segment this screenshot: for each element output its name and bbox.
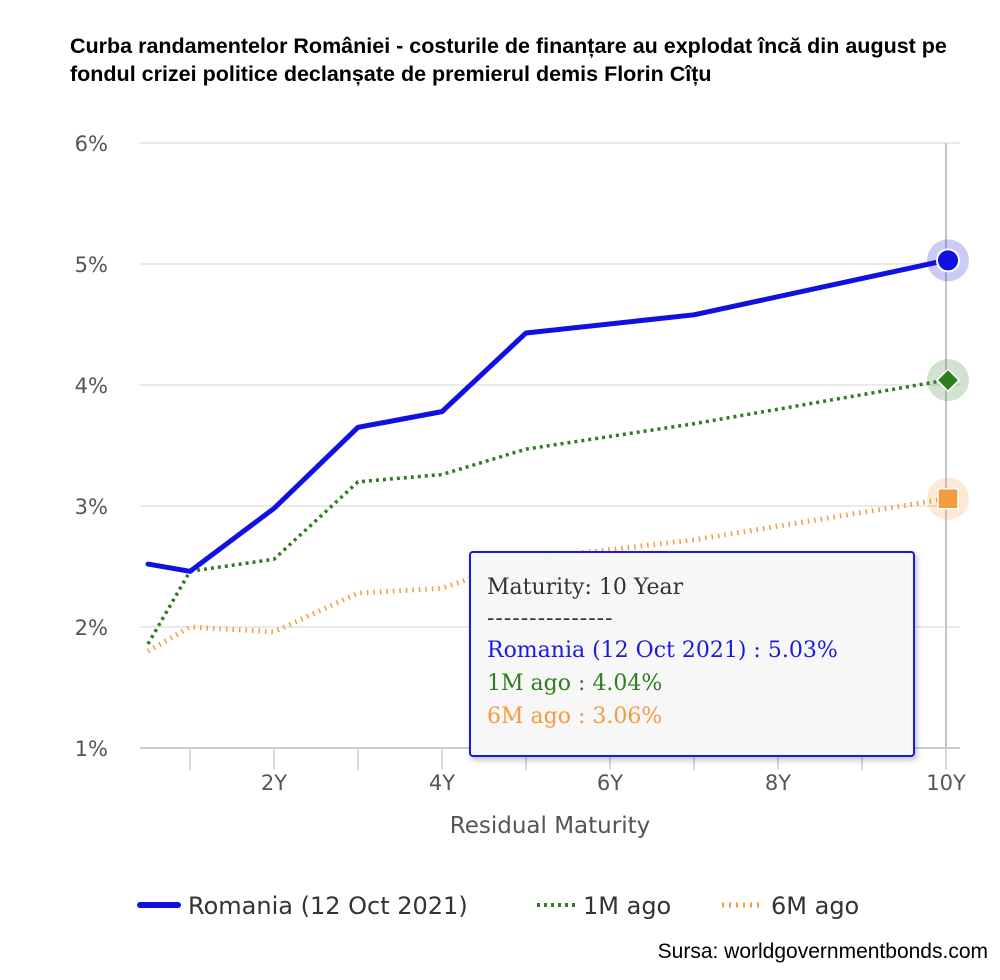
yield-curve-chart: 1% 2% 3% 4% 5% 6% 2Y 4Y 6Y 8Y 10Y Residual Maturi… xyxy=(75,132,969,920)
tooltip-6m-ago: 6M ago : 3.06% xyxy=(487,704,663,729)
chart-title: Curba randamentelor României - costurile… xyxy=(70,34,947,86)
tooltip-romania: Romania (12 Oct 2021) : 5.03% xyxy=(487,638,838,663)
y-tick-label: 1% xyxy=(75,737,108,761)
tooltip-1m-ago: 1M ago : 4.04% xyxy=(487,671,663,696)
legend-label-romania: Romania (12 Oct 2021) xyxy=(188,892,468,920)
tooltip-separator: --------------- xyxy=(487,606,614,631)
y-tick-label: 2% xyxy=(75,616,108,640)
marker-1m-ago-10y xyxy=(935,368,961,393)
tooltip-header: Maturity: 10 Year xyxy=(487,575,684,600)
hover-markers xyxy=(927,239,969,520)
y-axis-ticks: 1% 2% 3% 4% 5% 6% xyxy=(75,132,108,761)
series-lines xyxy=(145,257,949,654)
legend: Romania (12 Oct 2021) 1M ago 6M ago xyxy=(137,892,859,920)
marker-6m-ago-10y xyxy=(937,487,959,510)
series-line-romania xyxy=(145,257,949,574)
source-note: Sursa: worldgovernmentbonds.com xyxy=(657,940,988,963)
x-tick-label: 4Y xyxy=(429,771,455,795)
y-tick-label: 6% xyxy=(75,132,108,156)
series-line-6m-ago xyxy=(146,496,947,654)
marker-romania-10y xyxy=(936,248,960,273)
x-tick-label: 2Y xyxy=(261,771,287,795)
y-tick-label: 4% xyxy=(75,374,108,398)
x-axis-title: Residual Maturity xyxy=(450,813,650,839)
y-tick-label: 3% xyxy=(75,495,108,519)
x-tick-label: 8Y xyxy=(765,771,791,795)
y-tick-label: 5% xyxy=(75,253,108,277)
legend-label-1m-ago: 1M ago xyxy=(583,892,671,920)
x-axis: 2Y 4Y 6Y 8Y 10Y xyxy=(189,143,966,795)
legend-label-6m-ago: 6M ago xyxy=(771,892,859,920)
x-tick-label: 10Y xyxy=(926,771,966,795)
x-tick-label: 6Y xyxy=(597,771,623,795)
tooltip: Maturity: 10 Year --------------- Romani… xyxy=(469,551,915,757)
series-line-1m-ago xyxy=(146,378,947,645)
